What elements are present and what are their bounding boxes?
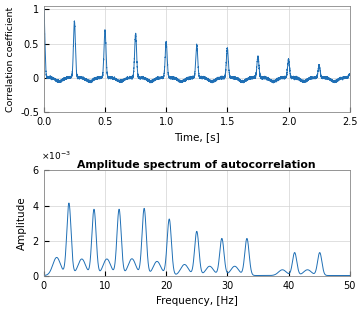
- X-axis label: Time, [s]: Time, [s]: [174, 132, 220, 142]
- Y-axis label: Correlation coefficient: Correlation coefficient: [5, 6, 15, 111]
- Y-axis label: Amplitude: Amplitude: [17, 196, 27, 250]
- Title: Amplitude spectrum of autocorrelation: Amplitude spectrum of autocorrelation: [77, 159, 316, 169]
- Text: $\times\mathregular{10}^{\mathregular{-3}}$: $\times\mathregular{10}^{\mathregular{-3…: [41, 149, 71, 162]
- X-axis label: Frequency, [Hz]: Frequency, [Hz]: [156, 296, 238, 306]
